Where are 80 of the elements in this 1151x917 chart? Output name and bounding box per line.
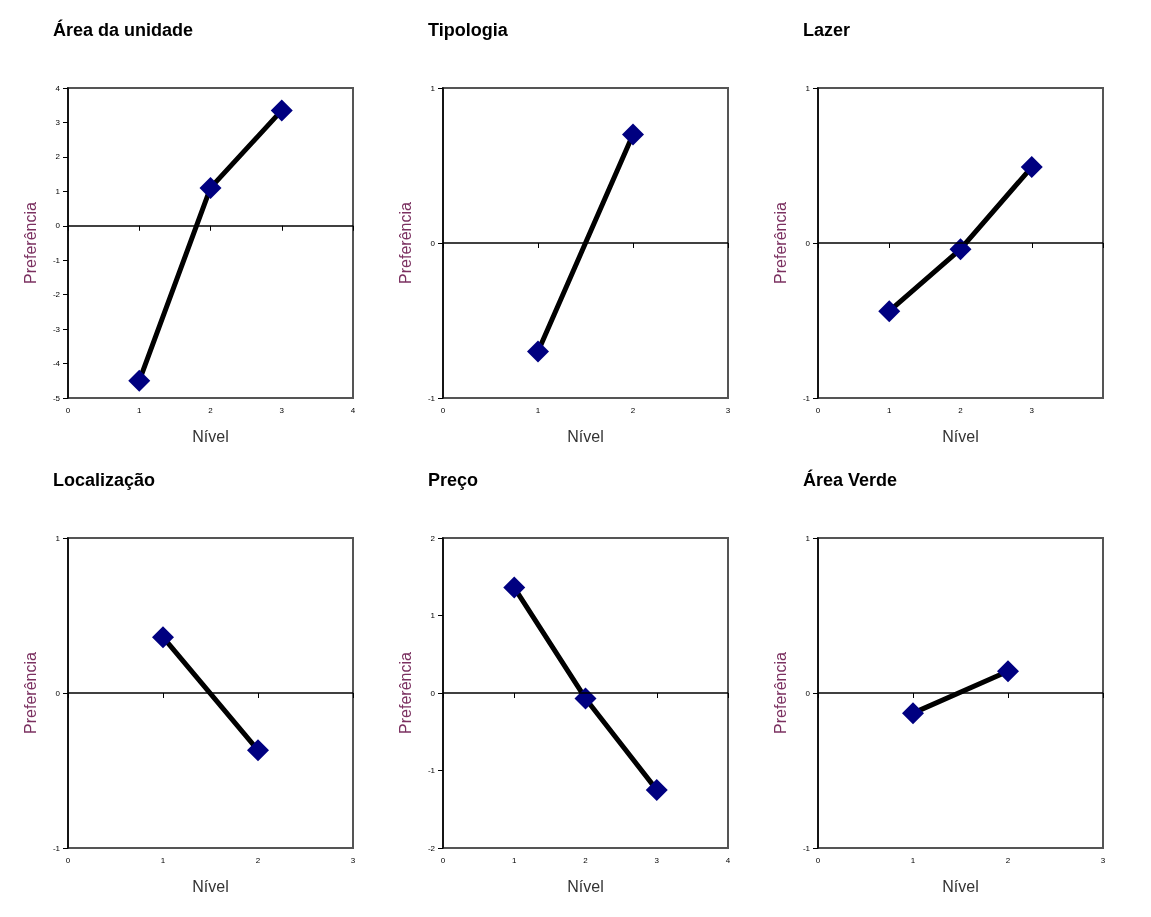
point <box>1020 156 1043 179</box>
x-tick-label: 2 <box>958 405 964 415</box>
y-axis-title: Preferência <box>21 651 39 734</box>
y-tick-label: -1 <box>802 843 811 853</box>
x-tick-label: 4 <box>725 855 731 865</box>
x-tick-label: 2 <box>583 855 589 865</box>
y-tick-label: -2 <box>427 843 436 853</box>
point <box>128 369 151 392</box>
y-tick-label: 0 <box>55 688 61 698</box>
point <box>574 687 597 710</box>
x-tick-label: 3 <box>654 855 660 865</box>
x-tick-label: 1 <box>910 855 916 865</box>
y-tick-label: 2 <box>430 533 436 543</box>
x-tick-label: 0 <box>815 855 821 865</box>
point <box>878 300 901 323</box>
chart-title: Tipologia <box>428 20 509 40</box>
x-tick-label: 1 <box>512 855 518 865</box>
chart-title: Lazer <box>803 20 851 40</box>
y-tick-label: 4 <box>55 83 61 93</box>
chart-title: Área da unidade <box>53 19 194 40</box>
x-axis-title: Nível <box>567 427 604 445</box>
y-tick-label: -3 <box>52 324 61 334</box>
x-tick-label: 3 <box>350 855 356 865</box>
y-axis-title: Preferência <box>21 201 39 284</box>
x-axis-title: Nível <box>942 427 979 445</box>
x-axis-title: Nível <box>942 877 979 895</box>
y-tick-label: -1 <box>802 393 811 403</box>
y-tick-label: 1 <box>805 83 811 93</box>
x-tick-label: 2 <box>255 855 261 865</box>
y-tick-label: 0 <box>430 238 436 248</box>
y-tick-label: -1 <box>52 255 61 265</box>
x-axis-title: Nível <box>567 877 604 895</box>
y-axis-title: Preferência <box>396 201 414 284</box>
y-tick-label: 2 <box>55 152 61 162</box>
y-tick-label: -1 <box>427 393 436 403</box>
x-tick-label: 2 <box>630 405 636 415</box>
x-tick-label: 1 <box>535 405 541 415</box>
y-tick-label: 3 <box>55 117 61 127</box>
point <box>199 176 222 199</box>
point <box>270 99 293 122</box>
point <box>503 576 526 599</box>
x-tick-label: 1 <box>160 855 166 865</box>
y-tick-label: 1 <box>805 533 811 543</box>
x-tick-label: 0 <box>440 405 446 415</box>
x-tick-label: 0 <box>815 405 821 415</box>
y-tick-label: 0 <box>55 221 61 231</box>
x-tick-label: 1 <box>137 405 143 415</box>
chart-title: Localização <box>53 470 156 490</box>
x-tick-label: 2 <box>1005 855 1011 865</box>
y-tick-label: -1 <box>427 766 436 775</box>
x-tick-label: 3 <box>725 405 731 415</box>
y-tick-label: -2 <box>52 290 61 300</box>
y-axis-title: Preferência <box>771 201 789 284</box>
x-tick-label: 0 <box>65 855 71 865</box>
y-tick-label: 0 <box>805 238 811 248</box>
x-axis-title: Nível <box>192 427 229 445</box>
y-tick-label: 1 <box>430 83 436 93</box>
x-tick-label: 0 <box>65 405 71 415</box>
chart-title: Área Verde <box>803 469 898 490</box>
y-axis-title: Preferência <box>396 651 414 734</box>
x-tick-label: 0 <box>440 855 446 865</box>
x-tick-label: 2 <box>208 405 214 415</box>
y-tick-label: 0 <box>805 688 811 698</box>
x-tick-label: 4 <box>350 405 356 415</box>
point <box>949 238 972 261</box>
y-tick-label: 1 <box>55 533 61 543</box>
y-tick-label: 1 <box>430 611 436 620</box>
y-tick-label: 0 <box>430 688 436 698</box>
x-tick-label: 3 <box>1029 405 1035 415</box>
x-tick-label: 1 <box>887 405 893 415</box>
y-tick-label: -4 <box>52 359 61 369</box>
x-axis-title: Nível <box>192 877 229 895</box>
chart-title: Preço <box>428 470 479 490</box>
y-tick-label: -1 <box>52 843 61 853</box>
y-tick-label: 1 <box>55 186 61 196</box>
x-tick-label: 3 <box>1100 855 1106 865</box>
point <box>645 778 668 801</box>
y-axis-title: Preferência <box>771 651 789 734</box>
x-tick-label: 3 <box>279 405 285 415</box>
y-tick-label: -5 <box>52 393 61 403</box>
